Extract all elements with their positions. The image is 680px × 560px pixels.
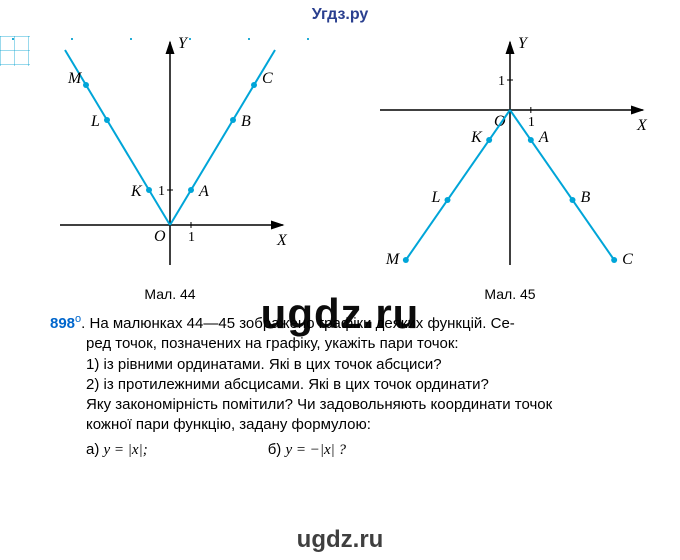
chart-44: 11OXYMLKABC: [40, 30, 300, 280]
option-a-formula: y = |x|;: [104, 442, 148, 458]
svg-text:B: B: [241, 113, 251, 130]
option-a: а) y = |x|;: [86, 440, 148, 460]
chart-44-block: 11OXYMLKABC Мал. 44: [40, 30, 300, 302]
problem-number: 898: [50, 315, 75, 332]
option-b: б) y = −|x| ?: [268, 440, 346, 460]
svg-text:C: C: [622, 251, 633, 268]
svg-text:X: X: [276, 232, 288, 249]
svg-text:X: X: [636, 117, 648, 134]
watermark-center: ugdz.ru: [261, 290, 420, 338]
svg-text:1: 1: [188, 230, 195, 245]
svg-text:L: L: [431, 189, 441, 206]
svg-text:O: O: [494, 113, 506, 130]
svg-text:K: K: [470, 129, 483, 146]
svg-text:A: A: [538, 129, 549, 146]
svg-text:M: M: [385, 251, 401, 268]
chart-45: 1 1 O X Y K L M A B C: [360, 30, 660, 280]
svg-text:A: A: [198, 183, 209, 200]
option-b-label: б): [268, 441, 286, 458]
svg-text:M: M: [67, 70, 83, 87]
chart-45-caption: Мал. 45: [484, 286, 535, 302]
svg-text:B: B: [581, 189, 591, 206]
svg-text:L: L: [90, 113, 100, 130]
chart-44-caption: Мал. 44: [144, 286, 195, 302]
svg-text:Y: Y: [518, 35, 529, 52]
svg-text:K: K: [130, 183, 143, 200]
svg-text:1: 1: [158, 184, 165, 199]
grid-corner-decoration: [0, 36, 30, 66]
problem-l6: кожної пари функцію, задану формулою:: [50, 415, 650, 435]
svg-text:1: 1: [528, 115, 535, 130]
decorative-dots: · · · · · ·: [10, 28, 335, 49]
svg-text:1: 1: [498, 74, 505, 89]
problem-l3: 1) із рівними ординатами. Які в цих точо…: [50, 355, 650, 375]
svg-text:C: C: [262, 70, 273, 87]
watermark-bottom: ugdz.ru: [297, 526, 384, 554]
chart-45-block: 1 1 O X Y K L M A B C Мал. 45: [360, 30, 660, 302]
svg-text:O: O: [154, 228, 166, 245]
problem-l5: Яку закономірність помітили? Чи задоволь…: [50, 395, 650, 415]
formula-row: а) y = |x|; б) y = −|x| ?: [50, 440, 650, 460]
watermark-top: Угдз.ру: [312, 6, 369, 24]
problem-l4: 2) із протилежними абсцисами. Які в цих …: [50, 375, 650, 395]
option-b-formula: y = −|x| ?: [285, 442, 346, 458]
option-a-label: а): [86, 441, 104, 458]
